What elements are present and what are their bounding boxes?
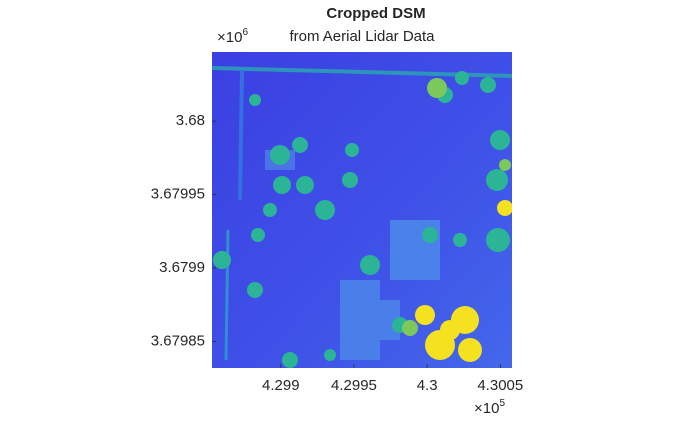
dsm-image <box>212 52 512 368</box>
x-tick-label: 4.3 <box>417 377 438 394</box>
chart-subtitle: from Aerial Lidar Data <box>289 28 435 45</box>
y-tick-label: 3.6799 <box>159 259 205 276</box>
y-tick-label: 3.68 <box>176 112 205 129</box>
y-multiplier-exponent: 6 <box>242 27 248 38</box>
x-tick-label: 4.299 <box>262 377 300 394</box>
x-multiplier-exponent: 5 <box>499 398 505 409</box>
y-tick-label: 3.67995 <box>151 186 205 203</box>
y-tick-label: 3.67985 <box>151 333 205 350</box>
y-multiplier: ×106 <box>217 27 248 46</box>
x-multiplier: ×105 <box>474 398 505 417</box>
x-multiplier-base: ×10 <box>474 400 499 417</box>
x-tick-label: 4.3005 <box>477 377 523 394</box>
y-multiplier-base: ×10 <box>217 29 242 46</box>
chart-title: Cropped DSM <box>326 5 425 22</box>
x-tick-label: 4.2995 <box>331 377 377 394</box>
